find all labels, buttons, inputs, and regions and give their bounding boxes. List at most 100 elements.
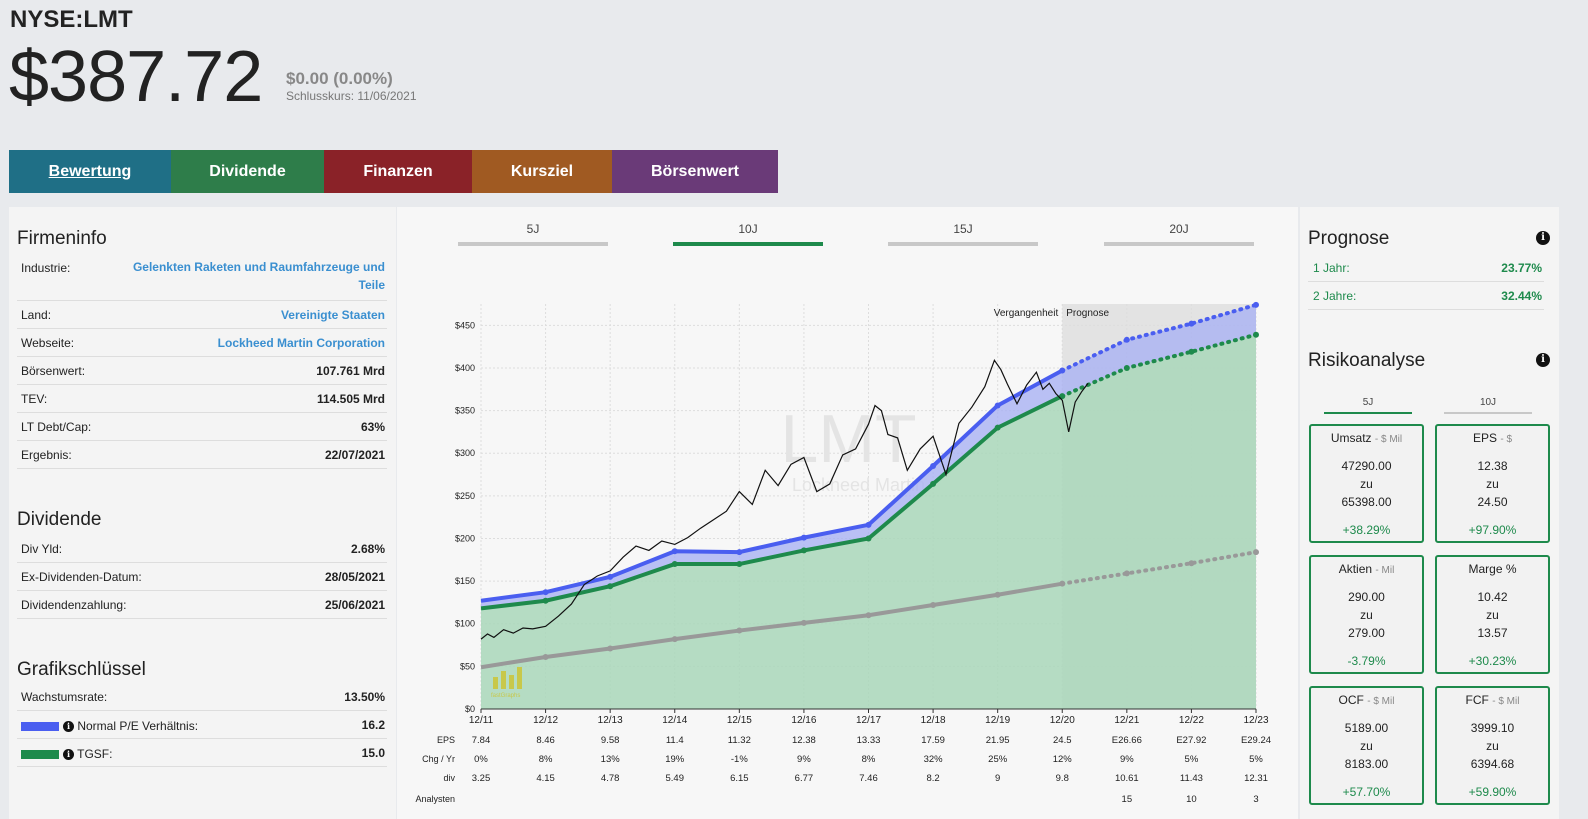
- risk-tab-5j[interactable]: 5J: [1324, 397, 1412, 414]
- pe-point: [800, 534, 807, 541]
- y-tick-label: $0: [465, 704, 475, 714]
- row-value: 15.0: [361, 746, 385, 760]
- row-key: Ex-Dividenden-Datum:: [21, 570, 142, 584]
- growth-point: [994, 591, 1001, 598]
- website-link[interactable]: Lockheed Martin Corporation: [217, 336, 385, 350]
- pe-point: [1059, 367, 1066, 374]
- x-tick-label: 12/23: [1243, 715, 1268, 726]
- y-tick-label: $50: [460, 661, 475, 671]
- industry-link[interactable]: Gelenkten Raketen und Raumfahrzeuge und …: [132, 260, 385, 292]
- growth-point: [1188, 560, 1195, 567]
- grafik-row-growth: Wachstumsrate: 13.50%: [17, 683, 387, 711]
- info-row-industrie: Industrie: Gelenkten Raketen und Raumfah…: [17, 254, 387, 301]
- country-link[interactable]: Vereinigte Staaten: [280, 308, 385, 322]
- box-unit: - $ Mil: [1374, 434, 1403, 445]
- x-tick-label: 12/20: [1050, 715, 1075, 726]
- y-tick-label: $400: [455, 363, 475, 373]
- watermark: LMT: [781, 401, 917, 477]
- table-cell: 12.38: [792, 735, 816, 746]
- tab-finanzen[interactable]: Finanzen: [324, 150, 472, 193]
- table-cell: 3.25: [472, 773, 491, 784]
- watermark-sub: Lockheed Martin: [792, 475, 925, 495]
- risk-tab-label: 10J: [1479, 397, 1497, 408]
- row-key-text: Normal P/E Verhältnis:: [77, 719, 199, 733]
- table-cell: 5%: [1185, 754, 1199, 765]
- range-tab-15j[interactable]: 15J: [888, 222, 1038, 246]
- box-unit: - $ Mil: [1367, 696, 1395, 707]
- range-tab-label: 5J: [526, 222, 540, 236]
- box-pct: -3.79%: [1347, 654, 1386, 668]
- tgsf-point: [994, 424, 1001, 431]
- tgsf-point: [865, 535, 872, 542]
- tab-dividende[interactable]: Dividende: [171, 150, 324, 193]
- box-to: 6394.68: [1470, 757, 1515, 771]
- box-to: 279.00: [1348, 626, 1385, 640]
- box-to: 8183.00: [1344, 757, 1389, 771]
- risk-box-fcf: FCF - $ Mil 3999.10 zu 6394.68 +59.90%: [1435, 686, 1550, 805]
- row-key: Land:: [21, 308, 52, 322]
- growth-point: [930, 601, 937, 608]
- info-icon[interactable]: i: [63, 721, 74, 733]
- pe-point: [930, 463, 937, 469]
- table-cell: E26.66: [1112, 735, 1142, 746]
- fastgraph-chart[interactable]: $0 $50 $100 $150 $200 $250 $300 $350 $400 $450 LMT…: [397, 207, 1298, 819]
- risk-box-umsatz: Umsatz - $ Mil 47290.00 zu 65398.00 +38.…: [1309, 424, 1424, 543]
- box-zu: zu: [1486, 477, 1499, 491]
- pe-point: [607, 573, 614, 580]
- range-tab-5j[interactable]: 5J: [458, 222, 608, 246]
- table-cell: 13.33: [857, 735, 881, 746]
- box-unit: - $: [1500, 434, 1513, 445]
- table-cell: 32%: [924, 754, 944, 765]
- risk-tab-10j[interactable]: 10J: [1444, 397, 1532, 414]
- box-to: 13.57: [1477, 626, 1508, 640]
- pe-point: [865, 521, 872, 528]
- row-value: 28/05/2021: [324, 570, 385, 584]
- growth-point: [542, 653, 549, 660]
- info-icon[interactable]: i: [63, 749, 74, 761]
- pe-forecast-line: [1060, 302, 1258, 373]
- range-tab-20j[interactable]: 20J: [1104, 222, 1254, 246]
- right-panel: Prognose i 1 Jahr: 23.77% 2 Jahre: 32.44…: [1300, 207, 1559, 819]
- table-cell: 3: [1253, 794, 1258, 805]
- tab-kursziel[interactable]: Kursziel: [472, 150, 612, 193]
- row-key: 2 Jahre:: [1313, 289, 1357, 303]
- info-icon[interactable]: i: [1536, 353, 1550, 367]
- tab-bewertung[interactable]: Bewertung: [9, 150, 171, 193]
- table-cell: 21.95: [986, 735, 1010, 746]
- table-row-label: Chg / Yr: [422, 754, 455, 764]
- growth-point: [1123, 570, 1130, 577]
- y-tick-label: $200: [455, 533, 475, 543]
- row-key: i TGSF:: [21, 747, 112, 761]
- box-from: 47290.00: [1341, 459, 1392, 473]
- info-icon[interactable]: i: [1536, 231, 1550, 245]
- row-key: TEV:: [21, 392, 48, 406]
- row-key-text: TGSF:: [77, 747, 113, 761]
- row-value: 25/06/2021: [324, 598, 385, 612]
- prognose-row-2y: 2 Jahre: 32.44%: [1308, 282, 1544, 310]
- row-key: 1 Jahr:: [1313, 261, 1350, 275]
- table-cell: 12%: [1053, 754, 1073, 765]
- box-to: 65398.00: [1341, 495, 1392, 509]
- growth-line: [480, 581, 1063, 670]
- table-cell: 4.15: [536, 773, 555, 784]
- range-tab-10j[interactable]: 10J: [673, 222, 823, 246]
- table-cell: 19%: [665, 754, 685, 765]
- logo-bar: [509, 675, 514, 689]
- y-tick-label: $250: [455, 491, 475, 501]
- row-key: Webseite:: [21, 336, 75, 350]
- tgsf-point: [1059, 393, 1066, 400]
- box-pct: +59.90%: [1468, 785, 1517, 799]
- firmeninfo-title: Firmeninfo: [17, 228, 107, 249]
- table-cell: 6.15: [730, 773, 749, 784]
- row-value: 16.2: [361, 718, 385, 732]
- y-tick-label: $300: [455, 448, 475, 458]
- stock-price: $387.72: [9, 37, 263, 117]
- tgsf-area: [481, 334, 1256, 709]
- tab-boersenwert[interactable]: Börsenwert: [612, 150, 778, 193]
- table-cell: 12.31: [1244, 773, 1268, 784]
- chart-panel: 5J 10J 15J 20J $0 $50 $100 $150 $200 $250 $300…: [397, 207, 1298, 819]
- row-key: Dividendenzahlung:: [21, 598, 127, 612]
- tgsf-point: [542, 597, 549, 604]
- x-tick-label: 12/17: [856, 715, 881, 726]
- table-cell: 9.58: [601, 735, 620, 746]
